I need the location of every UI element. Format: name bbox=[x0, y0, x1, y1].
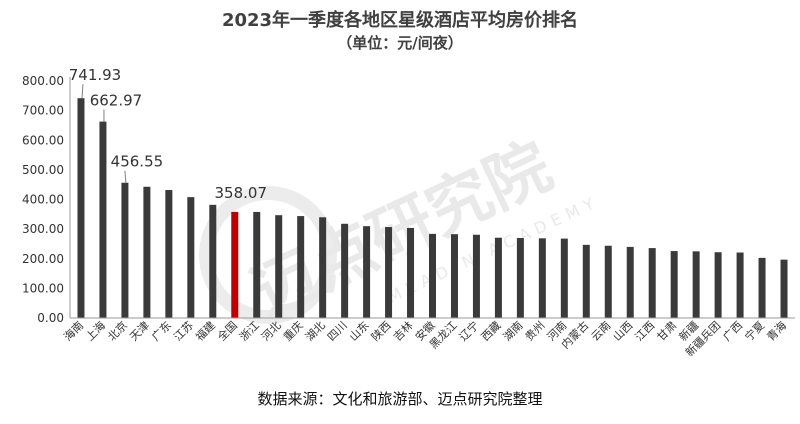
x-tick-label: 青海 bbox=[764, 318, 789, 343]
x-tick-label: 吉林 bbox=[390, 318, 415, 343]
bar-region bbox=[582, 244, 590, 318]
x-tick-label: 广东 bbox=[149, 319, 174, 344]
bar-region bbox=[143, 186, 151, 318]
x-tick-label: 海南 bbox=[61, 318, 86, 343]
x-tick-label: 福建 bbox=[192, 318, 217, 343]
x-tick-label: 宁夏 bbox=[742, 318, 767, 343]
bar-region bbox=[560, 238, 568, 318]
data-label-leader bbox=[81, 84, 84, 99]
bar-region bbox=[319, 217, 327, 318]
y-tick-label: 700.00 bbox=[22, 104, 64, 118]
x-tick-label: 上海 bbox=[83, 318, 108, 343]
data-label-leader bbox=[124, 170, 127, 183]
x-axis: 海南上海北京天津广东江苏福建全国浙江河北重庆湖北四川山东陕西吉林安徽黑龙江辽宁西… bbox=[61, 317, 795, 359]
bar-region bbox=[121, 182, 129, 318]
bar-region bbox=[494, 237, 502, 318]
bar-region bbox=[736, 252, 744, 318]
bar-region bbox=[363, 226, 371, 318]
y-tick-label: 0.00 bbox=[37, 311, 64, 325]
bar-region bbox=[714, 252, 722, 318]
bar-region bbox=[604, 245, 612, 318]
x-tick-label: 北京 bbox=[105, 318, 130, 343]
y-tick-label: 500.00 bbox=[22, 163, 64, 177]
chart-title: 2023年一季度各地区星级酒店平均房价排名 bbox=[221, 10, 579, 31]
data-label: 662.97 bbox=[90, 92, 143, 110]
bar-region bbox=[77, 98, 85, 318]
bars bbox=[77, 98, 788, 318]
x-tick-label: 四川 bbox=[325, 319, 350, 344]
bar-region bbox=[99, 121, 107, 318]
x-tick-label: 山东 bbox=[347, 319, 372, 344]
y-tick-label: 300.00 bbox=[22, 222, 64, 236]
bar-region bbox=[692, 251, 700, 318]
bar-region bbox=[187, 197, 195, 318]
bar-region bbox=[341, 223, 349, 318]
y-tick-label: 200.00 bbox=[22, 252, 64, 266]
x-tick-label: 湖北 bbox=[303, 319, 328, 344]
data-labels: 741.93 662.97 456.55 358.07 bbox=[69, 66, 267, 202]
bar-region bbox=[780, 259, 788, 318]
y-axis: 0.00 100.00 200.00 300.00 400.00 500.00 600.00… bbox=[22, 74, 71, 325]
bar-region bbox=[209, 204, 217, 318]
x-tick-label: 江西 bbox=[633, 319, 658, 344]
bar-highlight bbox=[231, 211, 239, 318]
bar-region bbox=[429, 233, 436, 318]
x-tick-label: 天津 bbox=[127, 319, 152, 344]
bar-region bbox=[450, 234, 458, 318]
bar-region bbox=[253, 211, 261, 318]
x-tick-label: 辽宁 bbox=[456, 318, 481, 343]
bar-region bbox=[626, 246, 634, 318]
bar-region bbox=[648, 248, 656, 318]
bar-region bbox=[165, 190, 173, 318]
bar-region bbox=[538, 238, 546, 318]
bar-region bbox=[297, 216, 305, 318]
bar-region bbox=[670, 251, 678, 318]
x-tick-label: 江苏 bbox=[171, 319, 196, 344]
y-tick-label: 400.00 bbox=[22, 193, 64, 207]
x-tick-label: 广西 bbox=[720, 319, 745, 344]
x-tick-label: 全国 bbox=[214, 318, 239, 343]
data-label: 456.55 bbox=[111, 153, 164, 171]
bar-region bbox=[516, 238, 524, 318]
bar-region bbox=[407, 227, 415, 318]
bar-region bbox=[758, 257, 766, 318]
x-tick-label: 陕西 bbox=[368, 318, 393, 343]
x-tick-label: 贵州 bbox=[523, 319, 548, 344]
y-tick-label: 600.00 bbox=[22, 133, 64, 147]
x-tick-label: 云南 bbox=[589, 319, 614, 344]
y-tick-label: 800.00 bbox=[22, 74, 64, 88]
x-tick-label: 甘肃 bbox=[655, 319, 680, 344]
bar-region bbox=[385, 227, 393, 318]
x-tick-label: 山西 bbox=[611, 319, 636, 344]
x-tick-label: 湖南 bbox=[501, 319, 526, 344]
x-tick-label: 西藏 bbox=[479, 319, 504, 344]
y-tick-label: 100.00 bbox=[22, 281, 64, 295]
watermark-logo-icon bbox=[199, 186, 337, 324]
data-label: 741.93 bbox=[69, 66, 122, 84]
source-note: 数据来源：文化和旅游部、迈点研究院整理 bbox=[257, 390, 543, 408]
bar-region bbox=[275, 215, 283, 318]
chart-subtitle: （单位：元/间夜） bbox=[337, 34, 463, 52]
data-label: 358.07 bbox=[215, 184, 268, 202]
bar-region bbox=[472, 234, 480, 318]
